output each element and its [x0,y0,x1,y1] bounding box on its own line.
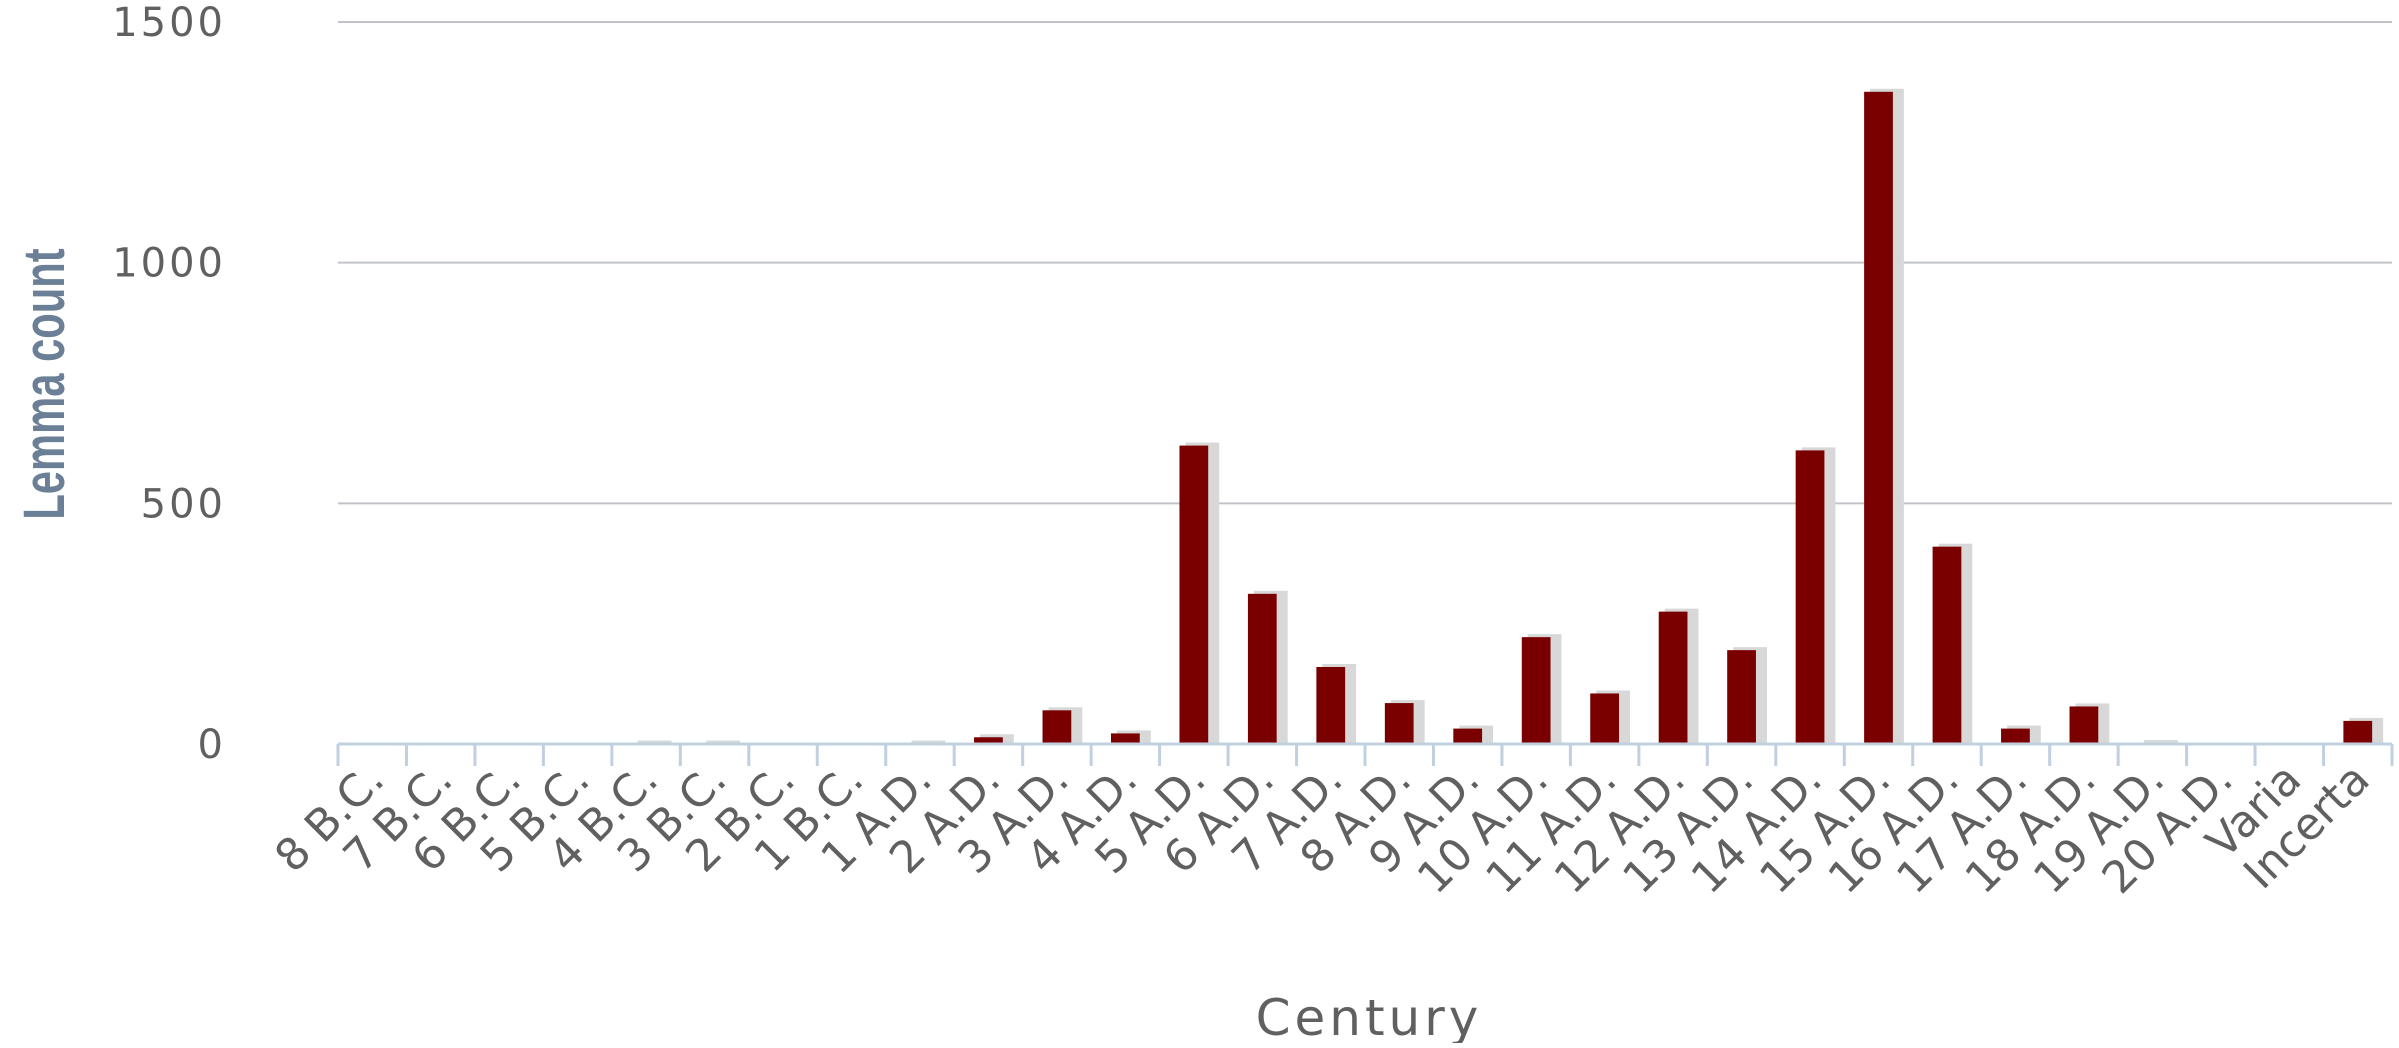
bar-3-a-d [1043,710,1072,744]
bar-4-a-d [1111,733,1140,744]
x-axis [338,744,2392,766]
bar-7-a-d [1316,667,1345,744]
y-tick-label: 1000 [112,241,226,287]
y-axis-title: Lemma count [11,248,76,520]
x-axis-title: Century [1256,989,1483,1043]
gridlines [338,22,2392,503]
bar-18-a-d [2070,706,2099,744]
bar-16-a-d [1933,547,1962,744]
bar-5-a-d [1179,446,1208,744]
bars [632,89,2383,744]
y-tick-label: 0 [198,722,226,768]
bar-incerta [2343,721,2372,744]
bar-15-a-d [1864,92,1893,744]
bar-8-a-d [1385,703,1414,744]
bar-12-a-d [1659,612,1688,744]
bar-6-a-d [1248,594,1277,744]
bar-13-a-d [1727,650,1756,744]
bar-17-a-d [2001,729,2030,744]
bar-9-a-d [1453,729,1482,744]
y-axis-tick-labels: 0 500 1000 1500 [112,0,226,768]
bar-11-a-d [1590,693,1619,744]
bar-14-a-d [1796,450,1825,744]
y-tick-label: 1500 [112,0,226,46]
x-axis-tick-labels: 8 B.C.7 B.C.6 B.C.5 B.C.4 B.C.3 B.C.2 B.… [265,754,2379,904]
bar-10-a-d [1522,637,1551,744]
y-tick-label: 500 [141,481,226,527]
